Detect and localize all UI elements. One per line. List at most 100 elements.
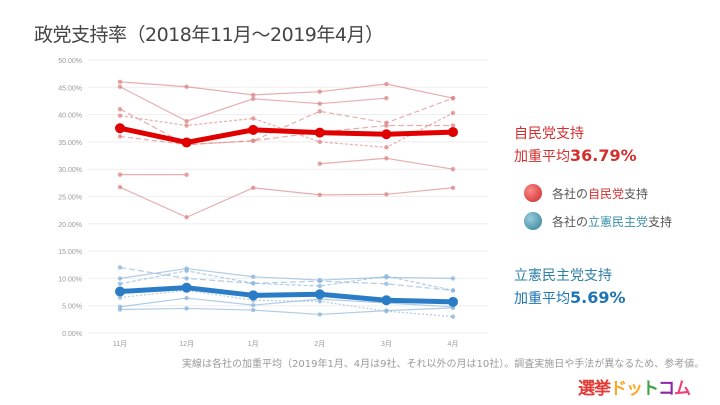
data-point [317,109,322,114]
cdp-average: 加重平均5.69% [514,288,626,308]
data-point [181,137,192,148]
data-point [384,120,389,125]
data-point [248,290,259,301]
data-point [115,286,125,297]
data-point [117,281,123,287]
data-point [248,124,259,135]
data-point [117,106,123,112]
x-tick-label: 3月 [381,340,392,348]
data-point [184,84,189,89]
data-point [184,123,189,128]
series-line [119,297,454,308]
data-point [317,192,322,198]
data-point [184,266,189,271]
legend-suffix: 支持 [648,214,673,229]
logo-part: コ [658,379,675,399]
data-point [317,283,322,289]
logo: 選挙ドットコム [578,374,691,399]
ldp-avg-value: 36.79% [570,146,637,165]
data-point [314,127,325,138]
data-point [317,277,322,283]
data-point [184,276,189,281]
series-line [119,266,454,292]
data-point [450,305,456,311]
teal-dot-icon [524,212,542,230]
data-point [317,139,322,145]
data-point [448,127,458,138]
data-point [251,274,256,279]
data-point [251,281,256,286]
data-point [181,282,192,293]
data-point [117,84,123,89]
x-tick-label: 4月 [448,340,459,348]
data-point [381,295,392,306]
data-point [314,289,325,300]
data-point [117,134,123,139]
legend-prefix: 各社の [552,214,589,229]
series-line [119,307,454,316]
series-line [119,125,454,145]
data-point [317,89,322,94]
data-point [384,192,389,197]
chart-title: 政党支持率（2018年11月〜2019年4月） [34,24,384,46]
data-point [450,96,456,101]
legend-ldp: 各社の 自民党 支持 [524,184,648,202]
data-point [117,307,123,312]
y-tick-label: 0.00% [62,331,82,338]
red-dot-icon [524,184,542,202]
series-line [119,267,454,281]
data-point [450,123,456,128]
x-tick-label: 2月 [314,340,325,348]
data-point [384,275,389,280]
data-point [117,172,123,177]
data-point [184,172,189,177]
data-point [117,79,123,85]
data-point [184,118,189,124]
logo-part: ム [674,379,691,399]
data-point [184,295,189,301]
logo-part: ッ [626,379,643,399]
data-point [251,92,256,98]
series-line [119,285,454,305]
data-point [117,265,123,270]
logo-part: 選挙 [578,379,611,399]
ldp-label: 自民党支持 [514,126,584,142]
y-tick-label: 20.00% [58,222,82,229]
legend-cdp: 各社の 立憲民主党 支持 [524,212,672,230]
ldp-average: 加重平均36.79% [514,146,637,166]
y-tick-label: 30.00% [58,167,82,174]
y-tick-label: 15.00% [58,249,82,256]
data-point [117,276,123,281]
x-tick-label: 12月 [179,340,194,348]
legend-prefix: 各社の [552,186,589,201]
logo-part: ド [610,379,627,399]
legend-suffix: 支持 [624,186,649,201]
cdp-avg-value: 5.69% [570,288,626,307]
data-point [450,110,456,116]
cdp-label: 立憲民主党支持 [514,268,612,284]
y-tick-label: 45.00% [58,85,82,92]
data-point [184,215,189,220]
legend-party: 自民党 [588,186,625,201]
data-point [317,101,322,106]
series-line [119,81,454,99]
ldp-avg-prefix: 加重平均 [514,149,570,165]
data-point [251,302,256,308]
data-point [251,96,256,101]
data-point [450,167,456,172]
data-point [317,299,322,304]
series-line [120,157,454,176]
x-tick-label: 11月 [113,340,127,348]
data-point [115,123,125,134]
y-tick-label: 10.00% [58,276,82,283]
data-point [450,288,456,293]
legend-party: 立憲民主党 [588,214,649,229]
data-point [384,96,389,101]
footnote: 実線は各社の加重平均（2019年1月、4月は9社、それ以外の月は10社）。調査実… [182,359,705,370]
x-tick-label: 1月 [248,340,259,348]
series-line [119,108,453,146]
data-point [384,81,389,87]
data-point [251,116,256,121]
data-point [117,185,123,190]
y-tick-label: 5.00% [62,304,82,311]
